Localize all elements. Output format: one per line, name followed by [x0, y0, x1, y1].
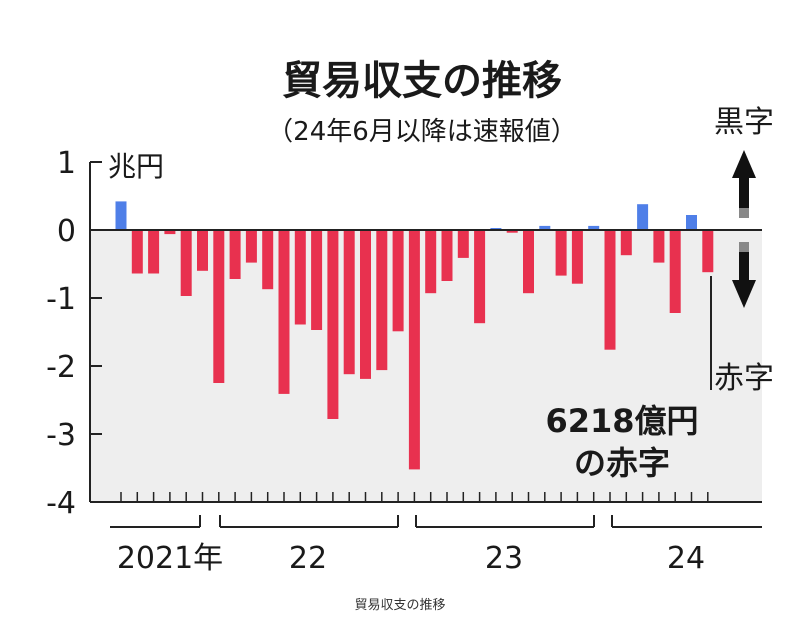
bar	[669, 230, 681, 313]
bar	[392, 230, 404, 332]
bar	[425, 230, 437, 294]
surplus-label: 黒字	[714, 105, 774, 140]
y-tick-label: -2	[46, 350, 76, 385]
year-label-2023: 23	[485, 541, 523, 576]
bar	[620, 230, 632, 256]
deficit-label: 赤字	[714, 361, 774, 396]
year-label-2021: 2021年	[117, 541, 223, 576]
y-tick-label: -3	[46, 418, 76, 453]
y-axis-ticks: 1 0 -1 -2 -3 -4	[46, 146, 102, 521]
year-label-2024: 24	[667, 541, 705, 576]
bar	[506, 230, 518, 233]
bar	[571, 230, 583, 284]
bar	[702, 230, 714, 273]
bar	[115, 201, 127, 230]
bar	[523, 230, 534, 294]
bar	[343, 230, 355, 375]
bar	[148, 230, 160, 274]
bar	[164, 230, 176, 235]
annotation-amount: 6218億円	[545, 402, 698, 440]
bar	[376, 230, 388, 371]
year-brackets	[110, 515, 762, 528]
bar	[457, 230, 469, 258]
bar	[441, 230, 453, 281]
bar	[686, 215, 697, 230]
bar	[327, 230, 339, 419]
bar	[213, 230, 225, 383]
y-tick-label: -4	[46, 486, 76, 521]
bar	[262, 230, 274, 290]
bar	[360, 230, 371, 379]
chart-title: 貿易収支の推移	[282, 58, 562, 104]
image-caption: 貿易収支の推移	[354, 598, 446, 613]
y-tick-label: 0	[57, 214, 76, 249]
bar	[555, 230, 567, 276]
bar	[245, 230, 257, 263]
deficit-arrow	[732, 242, 756, 308]
bar	[653, 230, 665, 263]
bar	[637, 204, 649, 230]
trade-balance-chart: 1 0 -1 -2 -3 -4 貿易収支の推移 （24年6月以降は速報値） 兆円 黒字 赤…	[46, 58, 774, 576]
year-label-2022: 22	[289, 541, 327, 576]
bar	[588, 225, 600, 230]
x-axis-ticks	[120, 492, 709, 502]
surplus-arrow	[732, 150, 756, 218]
chart-subtitle: （24年6月以降は速報値）	[267, 117, 577, 147]
bar	[197, 230, 208, 271]
bar-series	[115, 201, 714, 470]
bar	[131, 230, 143, 274]
bar	[278, 230, 290, 394]
bar	[474, 230, 486, 324]
annotation-deficit: の赤字	[574, 444, 670, 482]
bar	[539, 225, 551, 230]
bar	[294, 230, 306, 325]
bar	[311, 230, 323, 330]
bar	[604, 230, 616, 350]
bar	[180, 230, 192, 296]
unit-label: 兆円	[108, 150, 164, 183]
bar	[229, 230, 241, 279]
y-tick-label: 1	[57, 146, 76, 181]
bar	[408, 230, 420, 470]
y-tick-label: -1	[46, 282, 76, 317]
